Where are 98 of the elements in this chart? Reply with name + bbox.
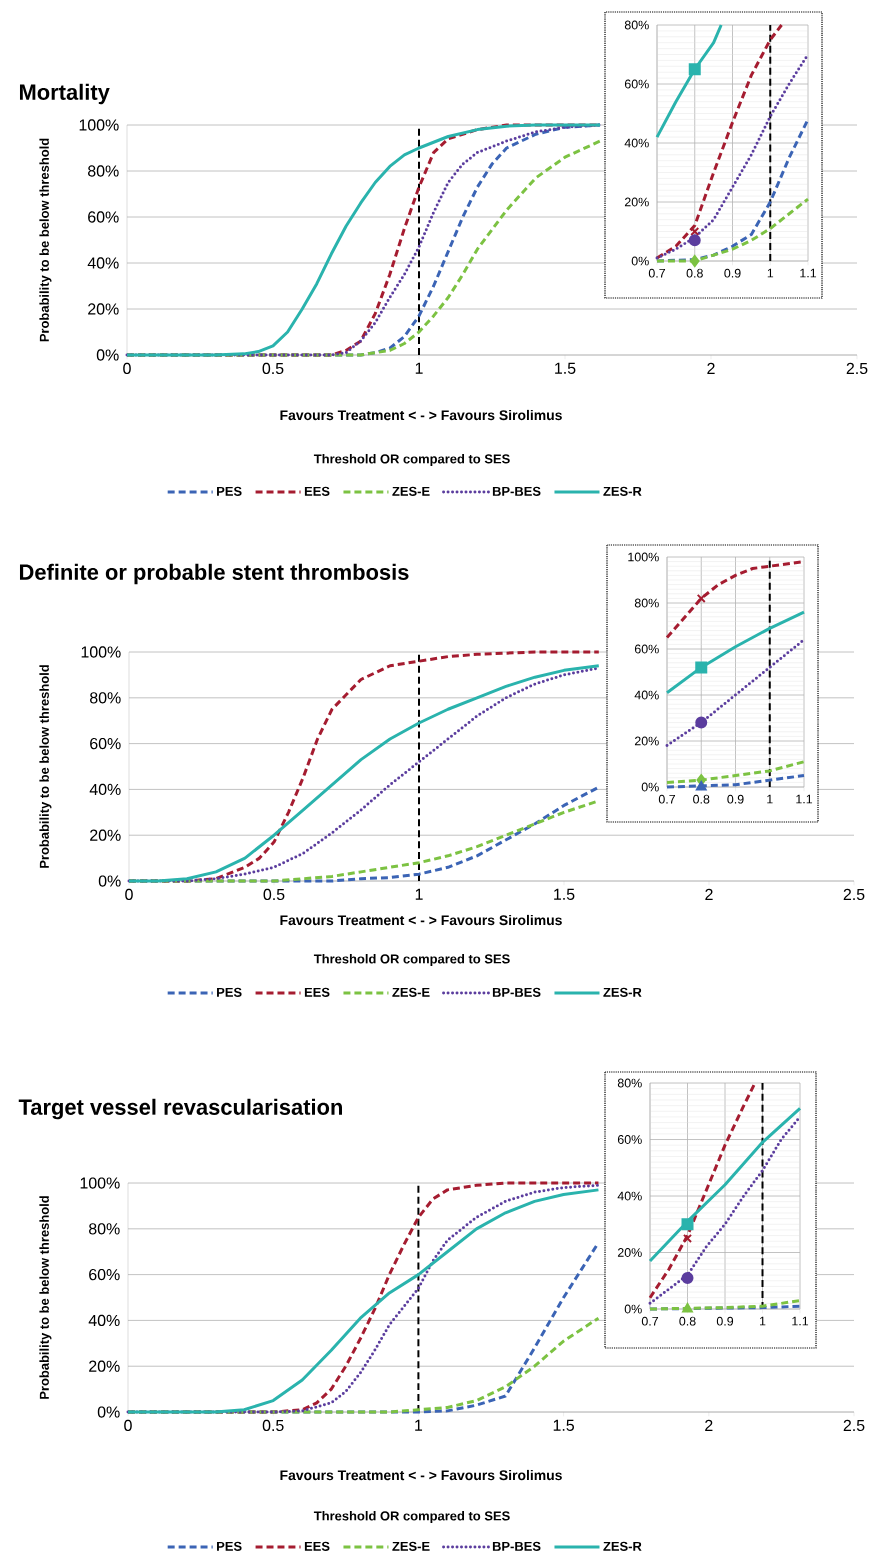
legend-label: PES — [217, 987, 242, 997]
x-tick-label: 0.8 — [679, 1316, 696, 1326]
x-tick-label: 0.5 — [262, 362, 284, 375]
x-tick-label: 1.5 — [554, 888, 575, 900]
x-tick-label: 0 — [124, 1419, 132, 1432]
x-axis-title: Favours Treatment < - > Favours Sirolimus — [280, 1469, 562, 1481]
legend-label: BP-BES — [492, 1541, 541, 1551]
y-axis-title: Probability to be below threshold — [39, 138, 52, 342]
x-tick-label: 1.1 — [792, 1316, 809, 1326]
x-tick-label: 1 — [760, 1316, 766, 1326]
legend-label: ZES-E — [392, 486, 430, 496]
y-tick-label: 40% — [88, 1314, 120, 1327]
x-tick-label: 0.7 — [641, 1316, 659, 1326]
text: Threshold OR compared to SES — [313, 953, 510, 967]
x-tick-label: 0.9 — [724, 268, 741, 278]
x-tick-label: 0 — [123, 362, 131, 375]
x-tick-label: 1.1 — [800, 268, 817, 278]
chart-title: Definite or probable stent thrombosis — [19, 563, 409, 585]
x-tick-label: 2.5 — [846, 362, 868, 375]
x-tick-label: 0.8 — [686, 268, 703, 278]
y-tick-label: 20% — [617, 1248, 642, 1257]
y-tick-label: 20% — [88, 303, 119, 315]
x-tick-label: 2 — [707, 362, 715, 374]
legend-label: ZES-E — [392, 1541, 430, 1551]
y-tick-label: 0% — [624, 1304, 642, 1314]
x-tick-label: 1 — [415, 1419, 423, 1431]
legend-label: BP-BES — [492, 486, 541, 496]
x-tick-label: 0.9 — [716, 1316, 734, 1326]
line-series — [665, 610, 806, 695]
text: Threshold OR compared to SES — [313, 1510, 510, 1524]
y-tick-label: 60% — [90, 737, 121, 750]
y-tick-label: 80% — [88, 165, 119, 177]
x-tick-label: 0.8 — [693, 794, 710, 804]
x-axis-title: Favours Treatment < - > Favours Sirolimus — [280, 409, 562, 421]
x-tick-label: 0 — [125, 888, 133, 901]
legend-label: EES — [304, 987, 330, 997]
y-tick-label: 40% — [89, 783, 121, 796]
legend-label: EES — [304, 1541, 330, 1551]
x-axis-title: Favours Treatment < - > Favours Sirolimus — [280, 914, 562, 926]
x-tick-label: 0.5 — [263, 888, 285, 901]
y-tick-label: 40% — [624, 138, 649, 148]
chart-title: Mortality — [19, 83, 110, 105]
y-tick-label: 60% — [617, 1135, 642, 1144]
legend-label: BP-BES — [492, 987, 541, 997]
x-tick-label: 1 — [415, 888, 423, 900]
y-tick-label: 40% — [87, 257, 119, 269]
x-tick-label: 0.7 — [658, 794, 676, 804]
legend-label: ZES-E — [392, 987, 430, 997]
y-tick-label: 60% — [88, 211, 119, 223]
x-tick-label: 1.5 — [553, 1419, 575, 1431]
legend-label: ZES-R — [603, 987, 642, 997]
y-tick-label: 40% — [617, 1191, 642, 1201]
text: Threshold OR compared to SES — [313, 453, 510, 467]
x-tick-label: 1 — [415, 362, 423, 374]
y-axis-title: Probability to be below threshold — [39, 665, 52, 868]
legend-label: PES — [217, 486, 242, 496]
y-axis-title: Probability to be below threshold — [39, 1196, 52, 1399]
line-series — [648, 1106, 802, 1263]
y-tick-label: 80% — [90, 692, 121, 704]
legend-label: ZES-R — [603, 1541, 642, 1551]
y-tick-label: 0% — [631, 256, 649, 266]
chart-title: Target vessel revascularisation — [18, 1098, 342, 1120]
x-tick-label: 2 — [705, 1419, 713, 1431]
y-tick-label: 60% — [89, 1268, 120, 1281]
y-tick-label: 20% — [90, 829, 121, 841]
y-tick-label: 0% — [97, 1406, 120, 1418]
x-tick-label: 2.5 — [843, 1419, 865, 1432]
legend-label: PES — [217, 1541, 242, 1551]
y-tick-label: 80% — [634, 598, 659, 608]
x-tick-label: 1.5 — [555, 362, 576, 374]
x-tick-label: 0.7 — [648, 268, 666, 278]
y-tick-label: 40% — [634, 690, 659, 700]
y-tick-label: 20% — [89, 1360, 120, 1372]
y-tick-label: 100% — [628, 552, 659, 562]
x-tick-label: 0.9 — [727, 794, 744, 804]
y-tick-label: 100% — [81, 646, 121, 658]
y-tick-label: 60% — [624, 79, 649, 89]
legend-label: ZES-R — [603, 486, 642, 496]
y-tick-label: 0% — [96, 349, 119, 361]
y-tick-label: 60% — [634, 644, 659, 654]
line-series — [655, 23, 723, 139]
x-tick-label: 1 — [767, 268, 774, 278]
y-tick-label: 0% — [641, 782, 659, 792]
y-tick-label: 100% — [80, 1177, 120, 1189]
x-tick-label: 2.5 — [843, 888, 865, 901]
y-tick-label: 80% — [617, 1078, 642, 1088]
y-tick-label: 0% — [98, 875, 121, 887]
x-tick-label: 1 — [767, 794, 773, 804]
y-tick-label: 20% — [624, 197, 649, 207]
y-tick-label: 20% — [634, 736, 659, 746]
line-series — [648, 1115, 802, 1305]
y-tick-label: 100% — [79, 119, 119, 131]
x-tick-label: 2 — [705, 888, 713, 900]
x-tick-label: 1.1 — [796, 794, 813, 804]
y-tick-label: 80% — [89, 1223, 120, 1235]
x-tick-label: 0.5 — [262, 1419, 284, 1432]
legend-label: EES — [304, 486, 330, 496]
y-tick-label: 80% — [624, 20, 649, 30]
